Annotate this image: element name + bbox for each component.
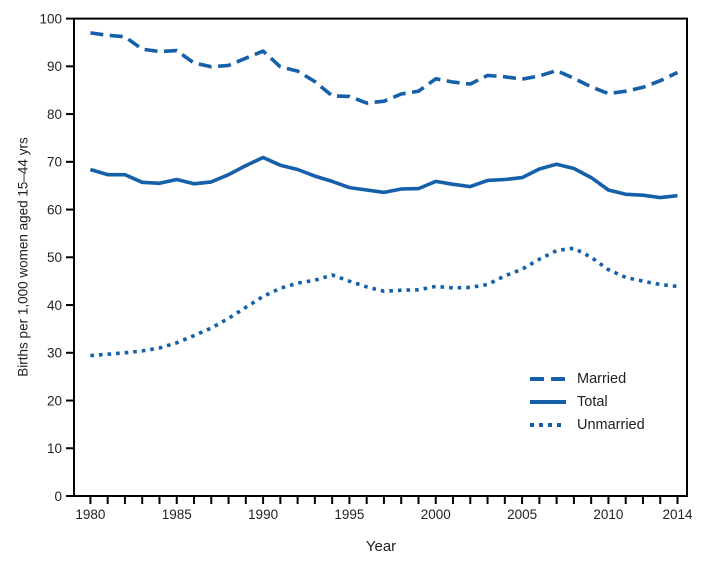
- legend: Married Total Unmarried: [530, 367, 645, 436]
- x-axis-labels: 1980 1985 1990 1995 2000 2005 2010 2014: [75, 507, 693, 522]
- legend-label-total: Total: [577, 393, 608, 410]
- unmarried-dotted-line-sample: [530, 422, 566, 427]
- total-solid-line-sample: [530, 399, 566, 404]
- svg-text:80: 80: [47, 107, 62, 122]
- legend-item-married: Married: [530, 367, 645, 390]
- svg-text:2010: 2010: [593, 507, 623, 522]
- svg-text:90: 90: [47, 59, 62, 74]
- svg-text:1995: 1995: [334, 507, 364, 522]
- svg-text:0: 0: [54, 489, 62, 504]
- married-line: [90, 31, 679, 105]
- svg-text:2014: 2014: [662, 507, 693, 522]
- y-axis-ticks: [66, 17, 73, 497]
- svg-text:1985: 1985: [162, 507, 192, 522]
- svg-text:10: 10: [47, 441, 62, 456]
- svg-text:60: 60: [47, 202, 62, 217]
- legend-label-married: Married: [577, 370, 627, 387]
- total-line: [89, 155, 678, 200]
- svg-text:70: 70: [47, 155, 62, 170]
- svg-text:40: 40: [47, 298, 62, 313]
- y-axis-labels: 0 10 20 30 40 50 60 70 80 90 100: [39, 11, 62, 503]
- y-axis-title: Births per 1,000 women aged 15–44 yrs: [15, 137, 31, 377]
- plot-border: [73, 17, 688, 497]
- svg-text:30: 30: [47, 346, 62, 361]
- unmarried-line: [90, 246, 678, 358]
- svg-text:20: 20: [47, 393, 62, 408]
- svg-text:100: 100: [39, 11, 62, 26]
- x-axis-title: Year: [365, 538, 397, 555]
- svg-text:2000: 2000: [421, 507, 451, 522]
- svg-text:1990: 1990: [248, 507, 278, 522]
- svg-text:50: 50: [47, 250, 62, 265]
- legend-item-unmarried: Unmarried: [530, 413, 645, 436]
- svg-text:2005: 2005: [507, 507, 537, 522]
- married-dashed-line-sample: [530, 376, 566, 381]
- legend-label-unmarried: Unmarried: [577, 416, 645, 433]
- svg-text:1980: 1980: [75, 507, 105, 522]
- x-axis-ticks: [89, 497, 679, 504]
- legend-item-total: Total: [530, 390, 645, 413]
